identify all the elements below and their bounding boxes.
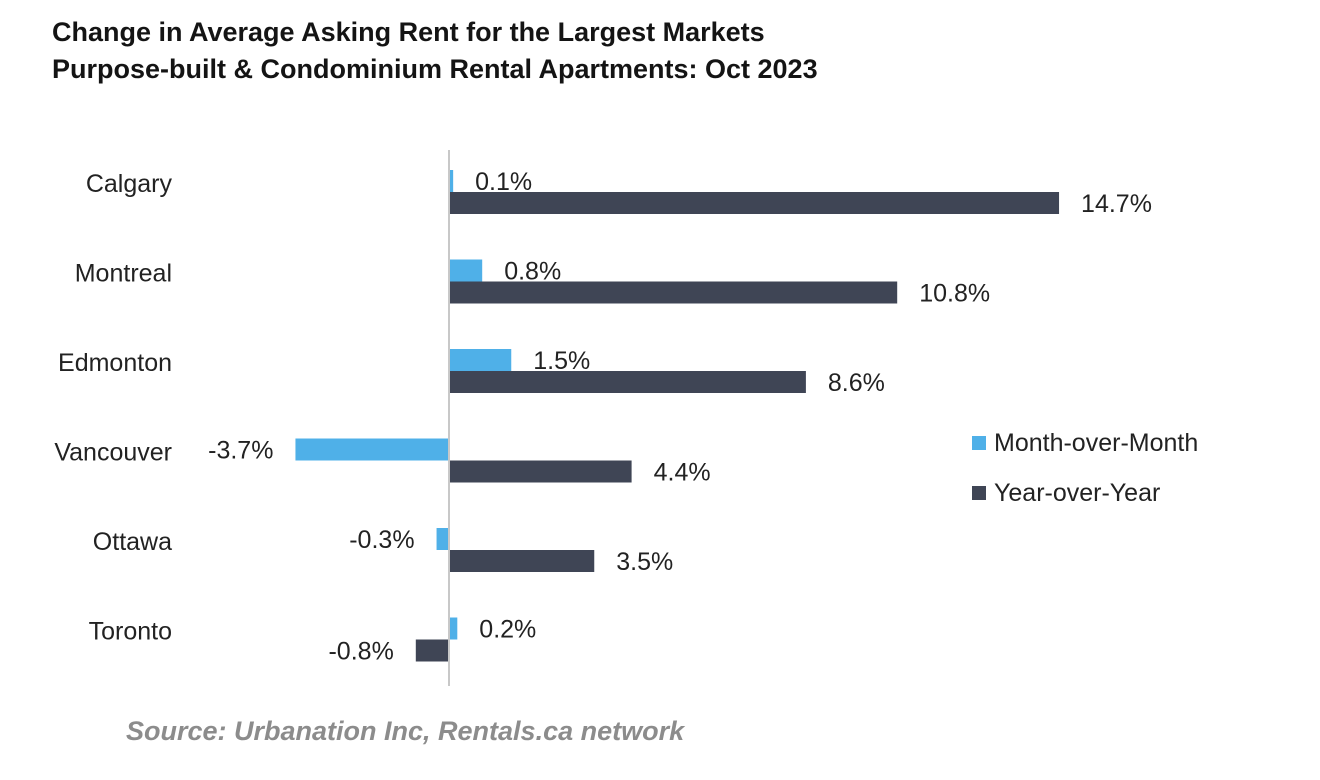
data-label-mom-edmonton: 1.5% bbox=[533, 347, 590, 375]
legend-label-yoy: Year-over-Year bbox=[994, 478, 1161, 507]
legend-swatch-yoy bbox=[972, 486, 986, 500]
bar-mom-montreal bbox=[449, 259, 483, 282]
legend-item-yoy: Year-over-Year bbox=[972, 468, 1198, 518]
bar-mom-calgary bbox=[449, 170, 454, 192]
category-label-calgary: Calgary bbox=[86, 170, 173, 198]
chart-title: Change in Average Asking Rent for the La… bbox=[52, 14, 818, 88]
data-label-yoy-montreal: 10.8% bbox=[919, 280, 990, 308]
data-label-mom-montreal: 0.8% bbox=[504, 258, 561, 286]
category-label-toronto: Toronto bbox=[89, 618, 172, 646]
data-label-mom-toronto: 0.2% bbox=[479, 616, 536, 644]
data-label-yoy-edmonton: 8.6% bbox=[828, 369, 885, 397]
data-label-yoy-ottawa: 3.5% bbox=[616, 548, 673, 576]
data-label-mom-vancouver: -3.7% bbox=[208, 437, 273, 465]
bar-yoy-ottawa bbox=[449, 550, 595, 572]
data-label-yoy-toronto: -0.8% bbox=[328, 638, 393, 666]
legend: Month-over-Month Year-over-Year bbox=[972, 418, 1198, 518]
bar-mom-vancouver bbox=[295, 438, 449, 461]
chart-title-line-1: Change in Average Asking Rent for the La… bbox=[52, 17, 765, 47]
bar-mom-toronto bbox=[449, 617, 458, 640]
labels-layer: Calgary 0.1% 14.7% Montreal 0.8% 10.8% Edmonto… bbox=[54, 168, 1152, 666]
category-label-vancouver: Vancouver bbox=[54, 439, 172, 467]
legend-swatch-mom bbox=[972, 436, 986, 450]
bar-yoy-calgary bbox=[449, 192, 1060, 214]
category-label-edmonton: Edmonton bbox=[58, 349, 172, 377]
data-label-mom-ottawa: -0.3% bbox=[349, 526, 414, 554]
chart-title-line-2: Purpose-built & Condominium Rental Apart… bbox=[52, 54, 818, 84]
bar-yoy-edmonton bbox=[449, 371, 806, 393]
bar-yoy-vancouver bbox=[449, 460, 632, 483]
data-label-yoy-vancouver: 4.4% bbox=[654, 459, 711, 487]
source-note: Source: Urbanation Inc, Rentals.ca netwo… bbox=[126, 716, 685, 746]
data-label-yoy-calgary: 14.7% bbox=[1081, 190, 1152, 218]
legend-label-mom: Month-over-Month bbox=[994, 428, 1199, 457]
category-label-ottawa: Ottawa bbox=[93, 528, 172, 556]
data-label-mom-calgary: 0.1% bbox=[475, 168, 532, 196]
bar-yoy-toronto bbox=[415, 639, 449, 662]
bar-mom-ottawa bbox=[436, 528, 449, 550]
bar-yoy-montreal bbox=[449, 281, 898, 304]
category-label-montreal: Montreal bbox=[75, 260, 172, 288]
legend-item-mom: Month-over-Month bbox=[972, 418, 1198, 468]
bars-layer bbox=[295, 170, 1060, 662]
bar-mom-edmonton bbox=[449, 349, 512, 371]
